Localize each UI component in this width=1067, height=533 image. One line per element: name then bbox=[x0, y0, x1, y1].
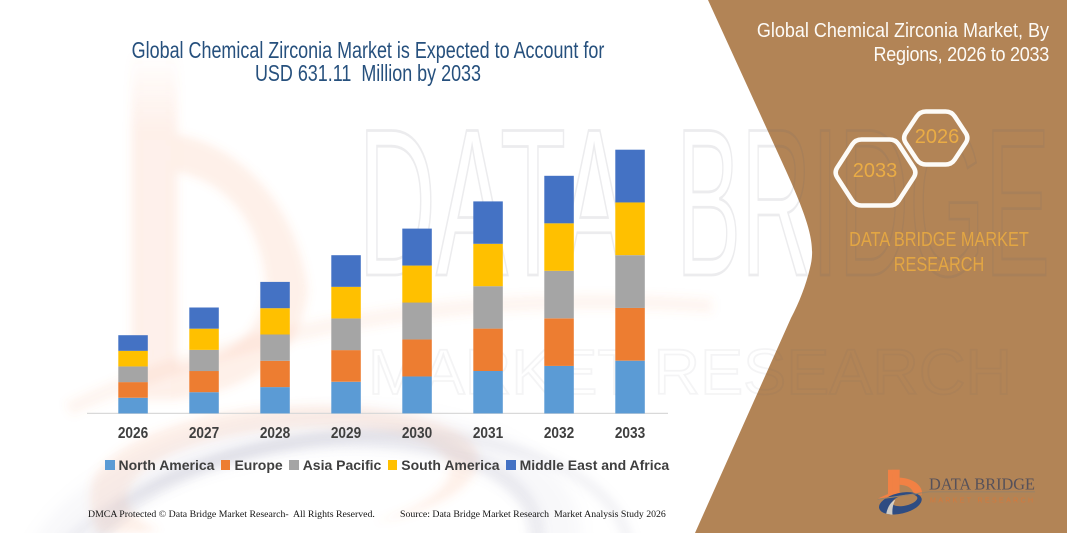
svg-text:MARKET RESEARCH: MARKET RESEARCH bbox=[930, 498, 1033, 505]
svg-text:BRIDGE: BRIDGE bbox=[676, 85, 1050, 320]
svg-text:DATA BRIDGE: DATA BRIDGE bbox=[929, 475, 1035, 494]
